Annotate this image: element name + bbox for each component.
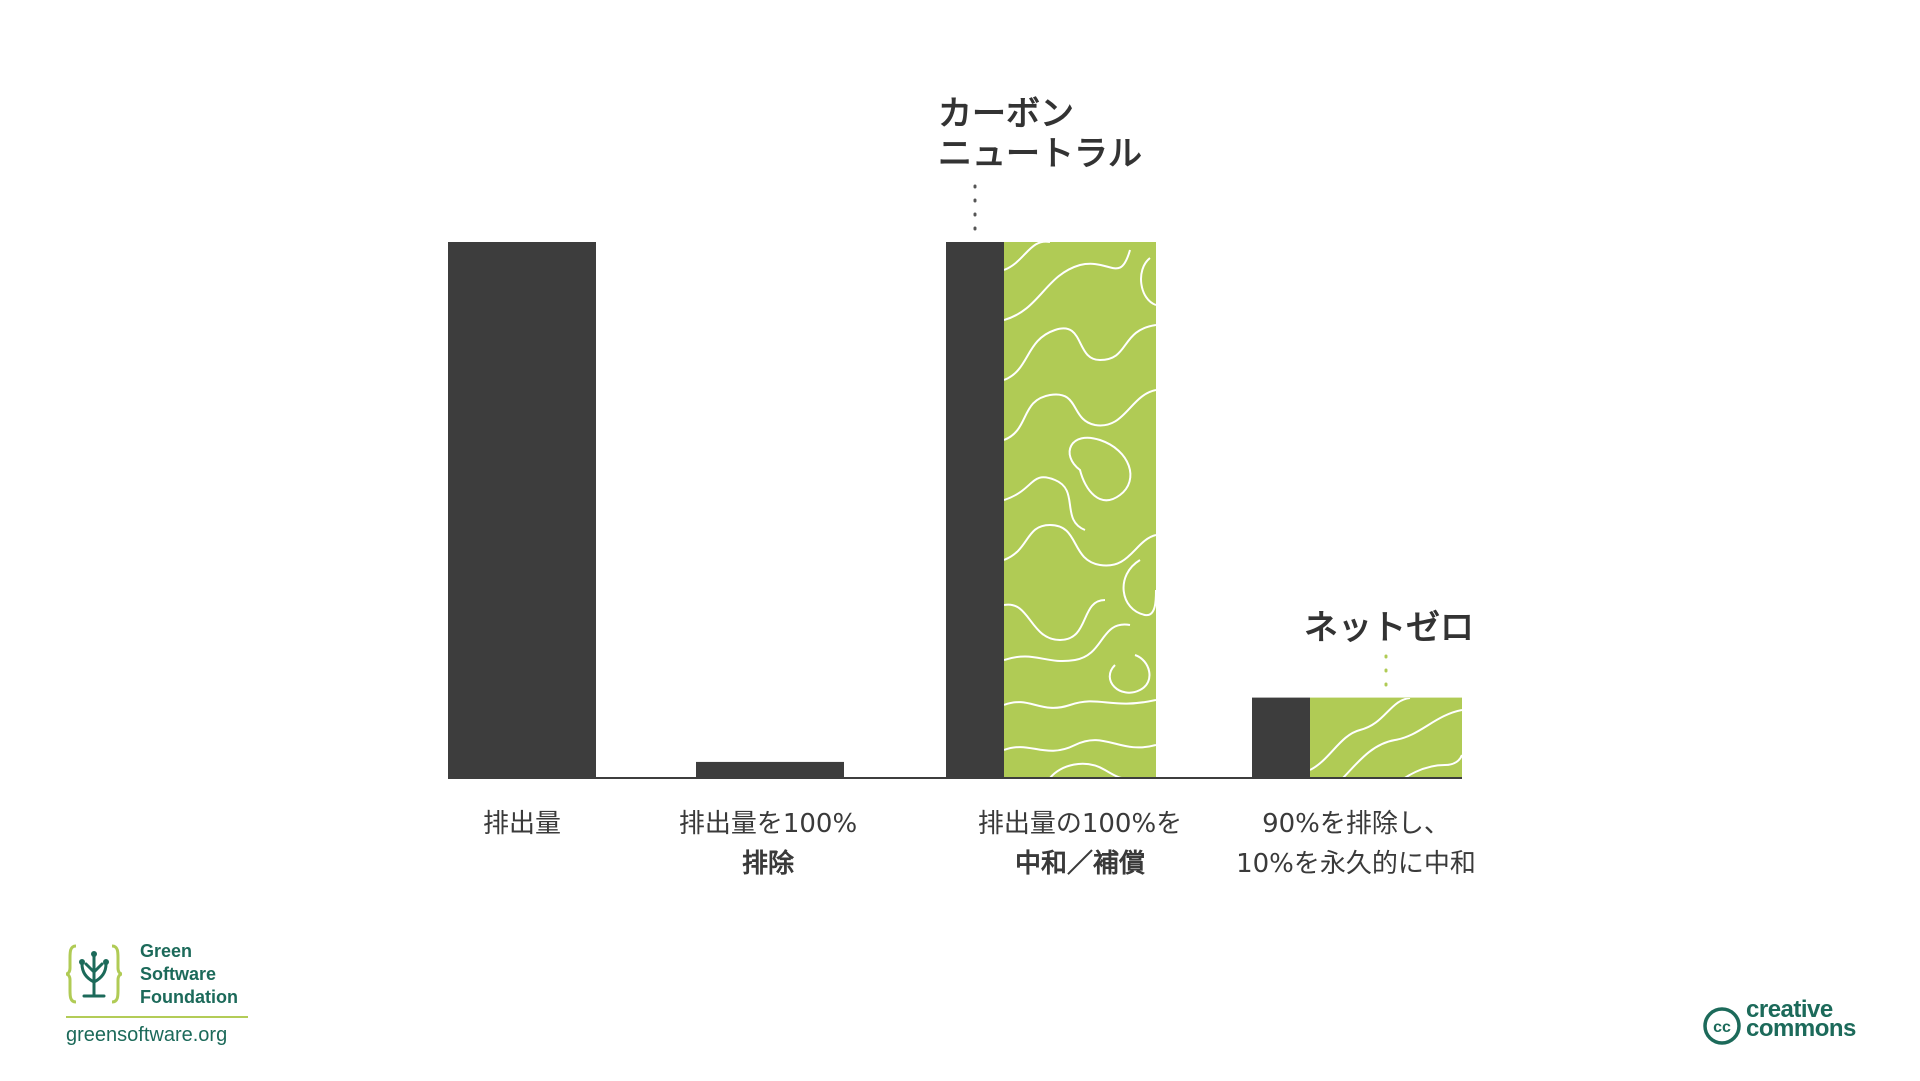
annotation-net-zero-line1: ネットゼロ bbox=[1304, 608, 1474, 648]
annotation-carbon-neutral: カーボン ニュートラル bbox=[938, 94, 1142, 174]
bar-emissions-3 bbox=[946, 242, 1004, 778]
bar-emissions-2 bbox=[696, 761, 844, 778]
neutralized-texture-tall bbox=[1004, 242, 1156, 778]
creative-commons-line2: commons bbox=[1746, 1015, 1856, 1042]
annotation-carbon-neutral-line1: カーボン bbox=[938, 94, 1074, 134]
organization-name-line3: Foundation bbox=[140, 987, 238, 1007]
organization-url: greensoftware.org bbox=[66, 1024, 228, 1046]
category-label-line1: 90%を排除し、 bbox=[1262, 809, 1450, 839]
category-label-line1: 排出量 bbox=[482, 809, 561, 839]
category-label-line2: 10%を永久的に中和 bbox=[1236, 849, 1476, 879]
category-label-line2: 中和／補償 bbox=[1014, 849, 1145, 879]
category-label-emissions: 排出量 bbox=[362, 804, 682, 844]
organization-name: Green Software Foundation bbox=[140, 940, 238, 1009]
category-label-line2: 排除 bbox=[741, 849, 794, 879]
bar-emissions-1 bbox=[448, 242, 596, 778]
annotation-net-zero: ネットゼロ bbox=[1304, 608, 1474, 648]
green-software-foundation-logo-icon bbox=[66, 944, 122, 1004]
bar-neutralized-3 bbox=[1004, 242, 1156, 778]
category-label-net-zero: 90%を排除し、 10%を永久的に中和 bbox=[1196, 804, 1516, 884]
creative-commons-logo-text: creative commons bbox=[1746, 996, 1856, 1042]
creative-commons-line1: creative bbox=[1746, 996, 1833, 1023]
organization-name-line1: Green bbox=[140, 941, 193, 961]
annotation-carbon-neutral-line2: ニュートラル bbox=[938, 134, 1142, 174]
category-label-line1: 排出量の100%を bbox=[977, 809, 1183, 839]
bar-emissions-4 bbox=[1252, 697, 1310, 778]
creative-commons-icon: cc bbox=[1703, 1007, 1741, 1045]
category-label-removal: 排出量を100% 排除 bbox=[608, 804, 928, 884]
neutralized-texture-short bbox=[1310, 698, 1462, 778]
category-label-line1: 排出量を100% bbox=[678, 809, 858, 839]
organization-name-line2: Software bbox=[140, 964, 217, 984]
category-label-carbon-neutral: 排出量の100%を 中和／補償 bbox=[920, 804, 1240, 884]
footer-divider bbox=[66, 1016, 248, 1018]
creative-commons-icon-text: cc bbox=[1713, 1019, 1731, 1036]
